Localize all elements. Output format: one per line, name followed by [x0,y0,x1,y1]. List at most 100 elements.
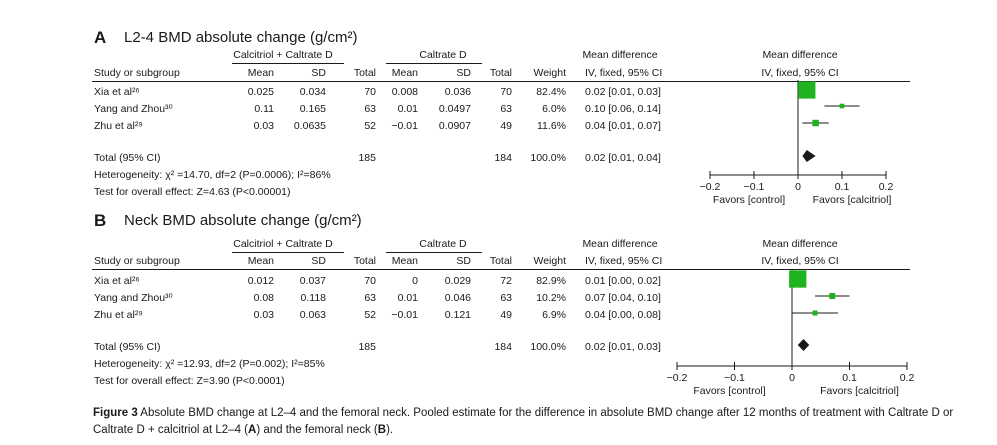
col-total1: Total [353,67,376,79]
col-ci: IV, fixed, 95% CI [585,255,663,267]
total2: 49 [500,309,512,321]
col-weight: Weight [533,255,567,267]
total1: 52 [364,309,376,321]
total1: 70 [364,275,376,287]
sd2: 0.0497 [438,103,471,115]
sd2: 0.121 [444,309,471,321]
group2-header: Caltrate D [419,49,467,61]
mean1: 0.025 [247,86,274,98]
md-header: Mean difference [582,49,658,61]
pooled-diamond [802,150,816,162]
col-sd1: SD [311,255,326,267]
figure-caption: Figure 3 Absolute BMD change at L2–4 and… [93,405,988,439]
group1-rule [232,63,344,64]
caption-end: ). [386,424,394,436]
favors-calcitriol-label: Favors [calcitriol] [820,385,899,397]
col-study: Study or subgroup [94,255,180,267]
header-rule [92,269,910,270]
col-sd2: SD [456,67,471,79]
heterogeneity-text: Heterogeneity: χ² =12.93, df=2 (P=0.002)… [94,358,325,370]
effect-ci: 0.04 [0.00, 0.08] [585,309,661,321]
sd1: 0.0635 [293,120,326,132]
study-name: Xia et al²⁶ [94,86,140,98]
weight: 6.0% [542,103,566,115]
plot-md-header: Mean difference [762,238,838,250]
col-sd1: SD [311,67,326,79]
total1: 70 [364,86,376,98]
weight: 11.6% [537,120,566,132]
group2-rule [386,63,482,64]
x-tick-label: 0.2 [879,181,894,193]
caption-ref-a: A [248,424,257,436]
effect-ci: 0.04 [0.01, 0.07] [585,120,661,132]
total1: 185 [358,152,376,164]
sd2: 0.029 [444,275,471,287]
total1: 63 [364,292,376,304]
effect-ci: 0.01 [0.00, 0.02] [585,275,661,287]
weight: 82.4% [536,86,566,98]
study-name: Zhu et al²⁹ [94,309,143,321]
mean1: 0.08 [253,292,274,304]
col-sd2: SD [456,255,471,267]
x-tick-label: 0 [789,372,795,384]
overall-effect-text: Test for overall effect: Z=4.63 (P<0.000… [94,186,291,198]
col-weight: Weight [533,67,567,79]
mean2: 0.008 [391,86,418,98]
sd1: 0.034 [299,86,326,98]
weight: 100.0% [530,152,566,164]
study-marker [829,292,836,300]
weight: 100.0% [530,341,566,353]
mean1: 0.012 [247,275,274,287]
group1-header: Calcitriol + Caltrate D [233,49,333,61]
caption-mid: ) and the femoral neck ( [256,424,378,436]
mean1: 0.03 [253,120,274,132]
effect-ci: 0.07 [0.04, 0.10] [585,292,661,304]
x-tick-label: 0.1 [835,181,850,193]
effect-ci: 0.02 [0.01, 0.04] [585,152,661,164]
effect-ci: 0.02 [0.01, 0.03] [585,341,661,353]
caption-label: Figure 3 [93,407,138,419]
total2: 184 [494,341,512,353]
study-marker [812,119,819,127]
weight: 82.9% [536,275,566,287]
total-label: Total (95% CI) [94,152,161,164]
total2: 72 [500,275,512,287]
x-tick-label: 0.1 [842,372,857,384]
weight: 6.9% [542,309,566,321]
favors-calcitriol-label: Favors [calcitriol] [813,194,892,205]
col-total2: Total [489,67,512,79]
col-mean2: Mean [391,67,418,79]
favors-control-label: Favors [control] [713,194,785,205]
caption-text: Absolute BMD change at L2–4 and the femo… [93,407,954,436]
panel-label: B [94,211,107,230]
plot-md-sub: IV, fixed, 95% CI [761,67,839,79]
group1-header: Calcitriol + Caltrate D [233,238,333,250]
pooled-diamond [797,339,810,351]
study-name: Yang and Zhou³⁰ [94,103,173,115]
mean2: −0.01 [391,309,418,321]
mean1: 0.03 [253,309,274,321]
x-tick-label: −0.2 [700,181,721,193]
overall-effect-text: Test for overall effect: Z=3.90 (P<0.000… [94,375,285,387]
forest-panel-b: B Neck BMD absolute change (g/cm²) Calci… [0,205,997,410]
study-name: Xia et al²⁶ [94,275,140,287]
study-marker [798,81,816,99]
sd1: 0.063 [299,309,326,321]
plot-md-sub: IV, fixed, 95% CI [761,255,839,267]
total1: 185 [358,341,376,353]
col-ci: IV, fixed, 95% CI [585,67,663,79]
study-marker [789,270,807,288]
sd1: 0.037 [299,275,326,287]
panel-label: A [94,28,107,47]
col-study: Study or subgroup [94,67,180,79]
effect-ci: 0.02 [0.01, 0.03] [585,86,661,98]
mean2: 0.01 [397,103,418,115]
md-header: Mean difference [582,238,658,250]
mean2: −0.01 [391,120,418,132]
group1-rule [232,252,344,253]
total2: 63 [500,292,512,304]
study-marker [812,310,818,316]
sd1: 0.165 [299,103,326,115]
x-tick-label: −0.1 [724,372,745,384]
col-mean1: Mean [247,67,274,79]
